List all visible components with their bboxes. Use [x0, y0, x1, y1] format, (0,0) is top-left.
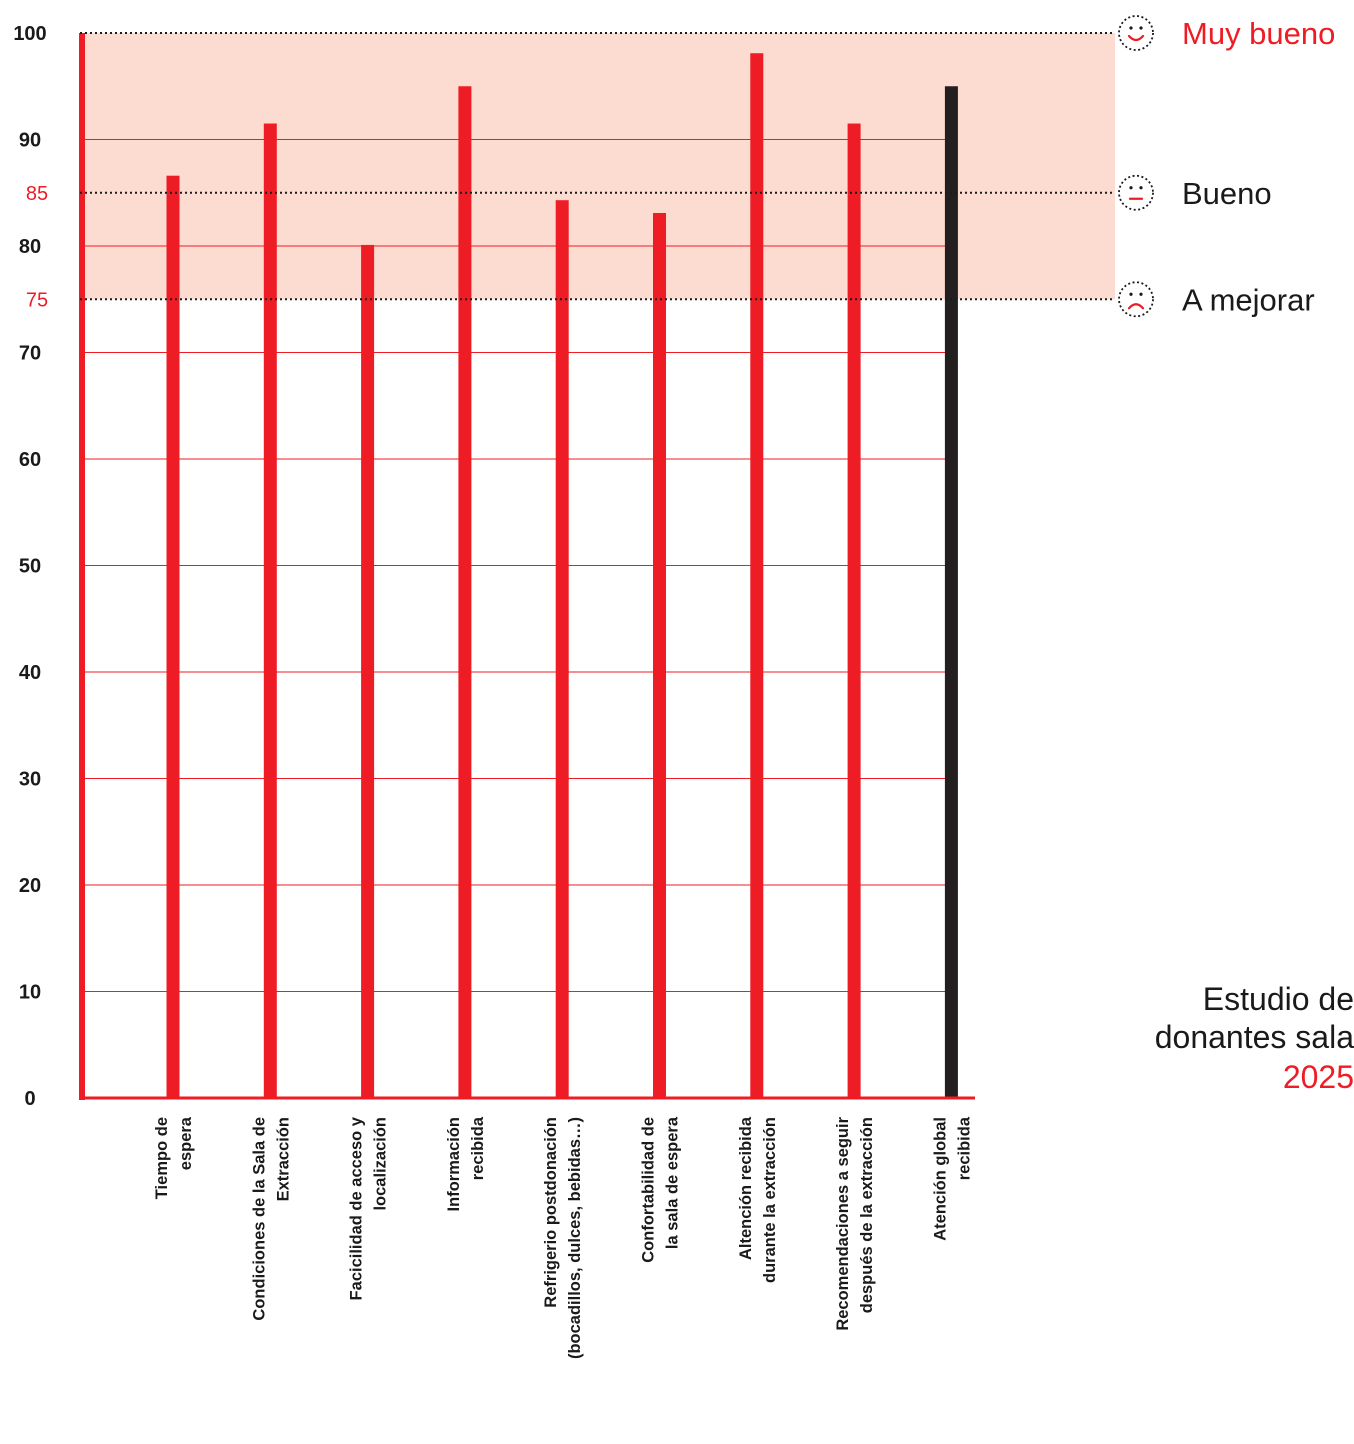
category-label: Atención global: [931, 1117, 949, 1241]
y-tick-label: 60: [19, 449, 41, 471]
category-label: Refrigerio postdonación: [542, 1117, 560, 1308]
category-label: Extracción: [274, 1117, 292, 1201]
gridlines: [80, 139, 948, 992]
category-label: Confortabilidad de: [640, 1117, 658, 1263]
y-tick-label: 20: [19, 875, 41, 897]
y-tick-label: 70: [19, 343, 41, 365]
category-label: Recomendaciones a seguir: [834, 1116, 852, 1330]
y-tick-label: 85: [26, 183, 48, 205]
note-year: 2025: [1283, 1059, 1354, 1095]
category-label: Altención recibida: [737, 1116, 755, 1260]
y-tick-label: 50: [19, 556, 41, 578]
y-tick-label: 75: [26, 289, 48, 311]
category-label: Información: [445, 1117, 463, 1211]
y-tick-label: 10: [19, 982, 41, 1004]
category-label: Facicilidad de acceso y: [348, 1116, 366, 1300]
y-axis-ticks: 0 10 20 30 40 50 60 70 80 90 100 75 85: [13, 23, 48, 1110]
neutral-face-icon: [1118, 174, 1154, 211]
bar: [750, 53, 764, 1099]
bar: [263, 123, 277, 1098]
category-label: espera: [177, 1116, 195, 1170]
threshold-label: Muy bueno: [1182, 16, 1335, 51]
study-note: Estudio de donantes sala 2025: [1155, 981, 1354, 1095]
happy-face-icon: [1118, 15, 1154, 51]
bar: [847, 123, 861, 1098]
y-tick-label: 90: [19, 130, 41, 152]
category-labels: Tiempo de espera Condiciones de la Sala de…: [153, 1116, 973, 1359]
category-label: localización: [372, 1117, 390, 1211]
y-tick-label: 40: [19, 662, 41, 684]
category-label: Condiciones de la Sala de: [250, 1117, 268, 1321]
bar: [458, 86, 472, 1098]
note-line-2: donantes sala: [1155, 1019, 1354, 1055]
satisfaction-band: [80, 33, 1115, 300]
category-label: Tiempo de: [153, 1117, 171, 1199]
sad-face-icon: [1118, 281, 1154, 318]
category-label: (bocadillos, dulces, bebidas…): [566, 1117, 584, 1359]
category-label: durante la extracción: [761, 1117, 779, 1283]
bar: [166, 175, 180, 1098]
bar: [944, 86, 958, 1098]
note-line-1: Estudio de: [1203, 981, 1354, 1017]
axes: [79, 33, 975, 1100]
bar: [653, 212, 666, 1099]
category-label: la sala de espera: [664, 1116, 682, 1249]
category-label: recibida: [955, 1116, 973, 1180]
threshold-lines: Muy bueno Bueno A mejorar: [80, 15, 1335, 318]
bar: [361, 244, 375, 1098]
category-label: después de la extracción: [858, 1117, 876, 1313]
bar: [555, 200, 569, 1098]
category-label: recibida: [469, 1116, 487, 1180]
y-tick-label: 100: [13, 23, 46, 45]
y-tick-label: 80: [19, 236, 41, 258]
bars: [166, 53, 958, 1099]
y-tick-label: 0: [24, 1088, 35, 1110]
threshold-label: Bueno: [1182, 176, 1272, 211]
y-tick-label: 30: [19, 769, 41, 791]
threshold-label: A mejorar: [1182, 282, 1315, 317]
